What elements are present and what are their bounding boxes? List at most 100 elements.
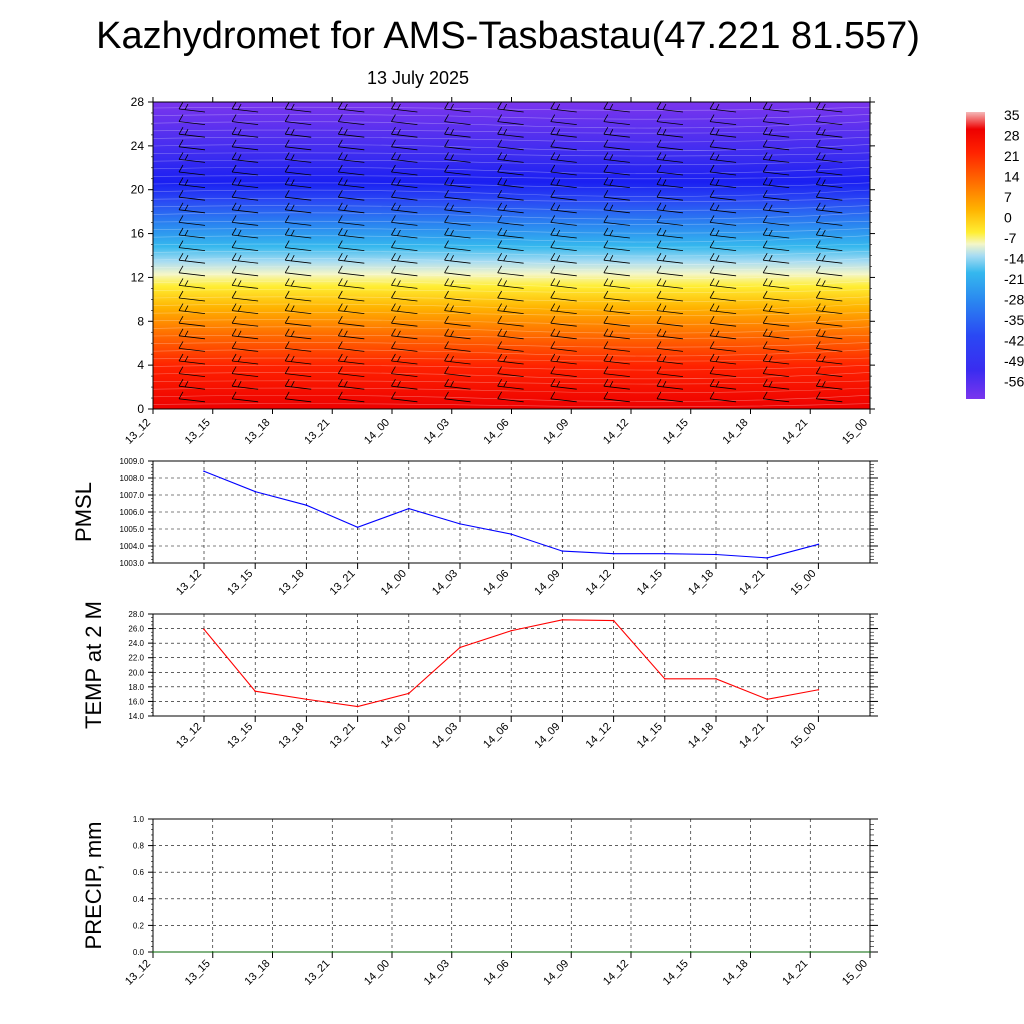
wind-barb xyxy=(391,240,418,251)
wind-barb xyxy=(444,341,471,352)
wind-barb-shaft xyxy=(497,360,524,365)
wind-barb-flag xyxy=(556,330,561,337)
wind-barb-flag xyxy=(343,305,348,312)
wind-barb-shaft xyxy=(550,360,577,365)
wind-barb-flag xyxy=(709,303,715,311)
colorbar-bar xyxy=(966,112,985,399)
wind-barb-flag xyxy=(290,255,295,262)
wind-barb xyxy=(391,152,418,163)
wind-barb xyxy=(656,227,684,239)
wind-barb-shaft xyxy=(497,310,524,314)
wind-barb-flag xyxy=(184,179,189,186)
wind-barb xyxy=(231,215,259,226)
wind-barb-shaft xyxy=(444,121,471,125)
wind-barb-shaft xyxy=(603,310,630,314)
wind-barb xyxy=(656,215,684,226)
wind-barb-flag xyxy=(391,278,396,286)
wind-barb xyxy=(337,316,365,327)
wind-barb-flag xyxy=(450,103,454,110)
wind-barb-flag xyxy=(237,129,242,136)
wind-barb-flag xyxy=(656,341,662,349)
wind-barb xyxy=(391,366,418,377)
wind-barb-flag xyxy=(450,229,454,236)
wind-barb-flag xyxy=(178,152,184,160)
y-tick-label: 0.0 xyxy=(133,948,145,957)
wind-barb-shaft xyxy=(497,247,524,251)
wind-barb-shaft xyxy=(763,285,790,289)
data-point xyxy=(809,951,812,953)
wind-barb xyxy=(815,316,843,327)
wind-barb-shaft xyxy=(338,234,365,239)
wind-barb xyxy=(391,215,418,226)
wind-barb-flag xyxy=(184,103,189,110)
wind-barb-shaft xyxy=(550,108,577,113)
wind-barb xyxy=(709,341,737,352)
wind-barb xyxy=(497,316,524,327)
wind-barb-shaft xyxy=(338,385,365,390)
wind-barb-flag xyxy=(550,240,556,248)
wind-barb-flag xyxy=(290,179,295,186)
wind-barb-flag xyxy=(444,127,449,135)
isotherm-line xyxy=(153,159,870,166)
wind-barb-flag xyxy=(231,139,237,147)
wind-barb-flag xyxy=(656,316,662,324)
wind-barb-shaft xyxy=(285,398,312,403)
wind-barb-shaft xyxy=(178,108,206,113)
wind-barb xyxy=(337,102,365,113)
wind-barb-flag xyxy=(768,129,773,136)
wind-barb-shaft xyxy=(232,108,259,113)
wind-barb-flag xyxy=(290,355,295,362)
wind-barb-shaft xyxy=(232,121,259,125)
wind-barb-flag xyxy=(821,381,826,388)
y-tick-label: 1007.0 xyxy=(120,491,145,500)
wind-barb-shaft xyxy=(232,322,259,327)
wind-barb-shaft xyxy=(232,385,259,390)
pmsl-panel: 1003.0 1004.0 1005.0 1006.0 1007.0 1008.0 1009… xyxy=(71,457,878,598)
wind-barb-shaft xyxy=(603,297,630,302)
wind-barb-flag xyxy=(284,290,290,299)
wind-barb xyxy=(603,379,630,390)
wind-barb-flag xyxy=(444,102,449,110)
wind-barb xyxy=(284,278,312,289)
wind-barb xyxy=(337,240,365,251)
wind-barb-flag xyxy=(603,328,609,336)
wind-barb-flag xyxy=(231,253,237,261)
wind-barb xyxy=(231,114,259,125)
wind-barb-flag xyxy=(815,215,821,223)
wind-barb-flag xyxy=(450,305,454,312)
y-tick-label: 28.0 xyxy=(128,610,144,619)
wind-barb-flag xyxy=(709,366,715,374)
wind-barb xyxy=(231,290,259,302)
wind-barb-shaft xyxy=(603,146,630,151)
wind-barb-flag xyxy=(337,127,343,135)
isotherm-line xyxy=(153,326,870,334)
wind-barb-flag xyxy=(556,229,561,236)
wind-barb xyxy=(550,102,577,113)
wind-barb-shaft xyxy=(285,171,312,176)
wind-barb xyxy=(656,177,684,188)
wind-barb-flag xyxy=(656,190,662,198)
wind-barb-shaft xyxy=(285,108,312,113)
wind-barb-shaft xyxy=(710,146,737,151)
wind-barb-flag xyxy=(709,152,715,160)
isotherm-line xyxy=(153,175,870,180)
wind-barb-shaft xyxy=(763,385,790,390)
wind-barb xyxy=(497,102,524,113)
wind-barb-flag xyxy=(178,127,184,135)
wind-barb-shaft xyxy=(603,184,630,188)
x-tick-label: 14_06 xyxy=(482,417,512,447)
wind-barb xyxy=(337,379,365,390)
wind-barb-shaft xyxy=(550,272,577,277)
wind-barb xyxy=(656,278,684,289)
wind-barb-flag xyxy=(497,152,502,160)
wind-barb-flag xyxy=(603,290,609,299)
wind-barb xyxy=(337,253,365,264)
wind-barb xyxy=(603,152,630,163)
wind-barb-shaft xyxy=(656,259,684,264)
wind-barb-flag xyxy=(497,303,502,311)
wind-barb xyxy=(709,303,737,314)
wind-barb xyxy=(603,202,630,214)
wind-barb-shaft xyxy=(285,259,312,264)
wind-barb xyxy=(178,290,206,302)
wind-barb xyxy=(603,341,630,352)
